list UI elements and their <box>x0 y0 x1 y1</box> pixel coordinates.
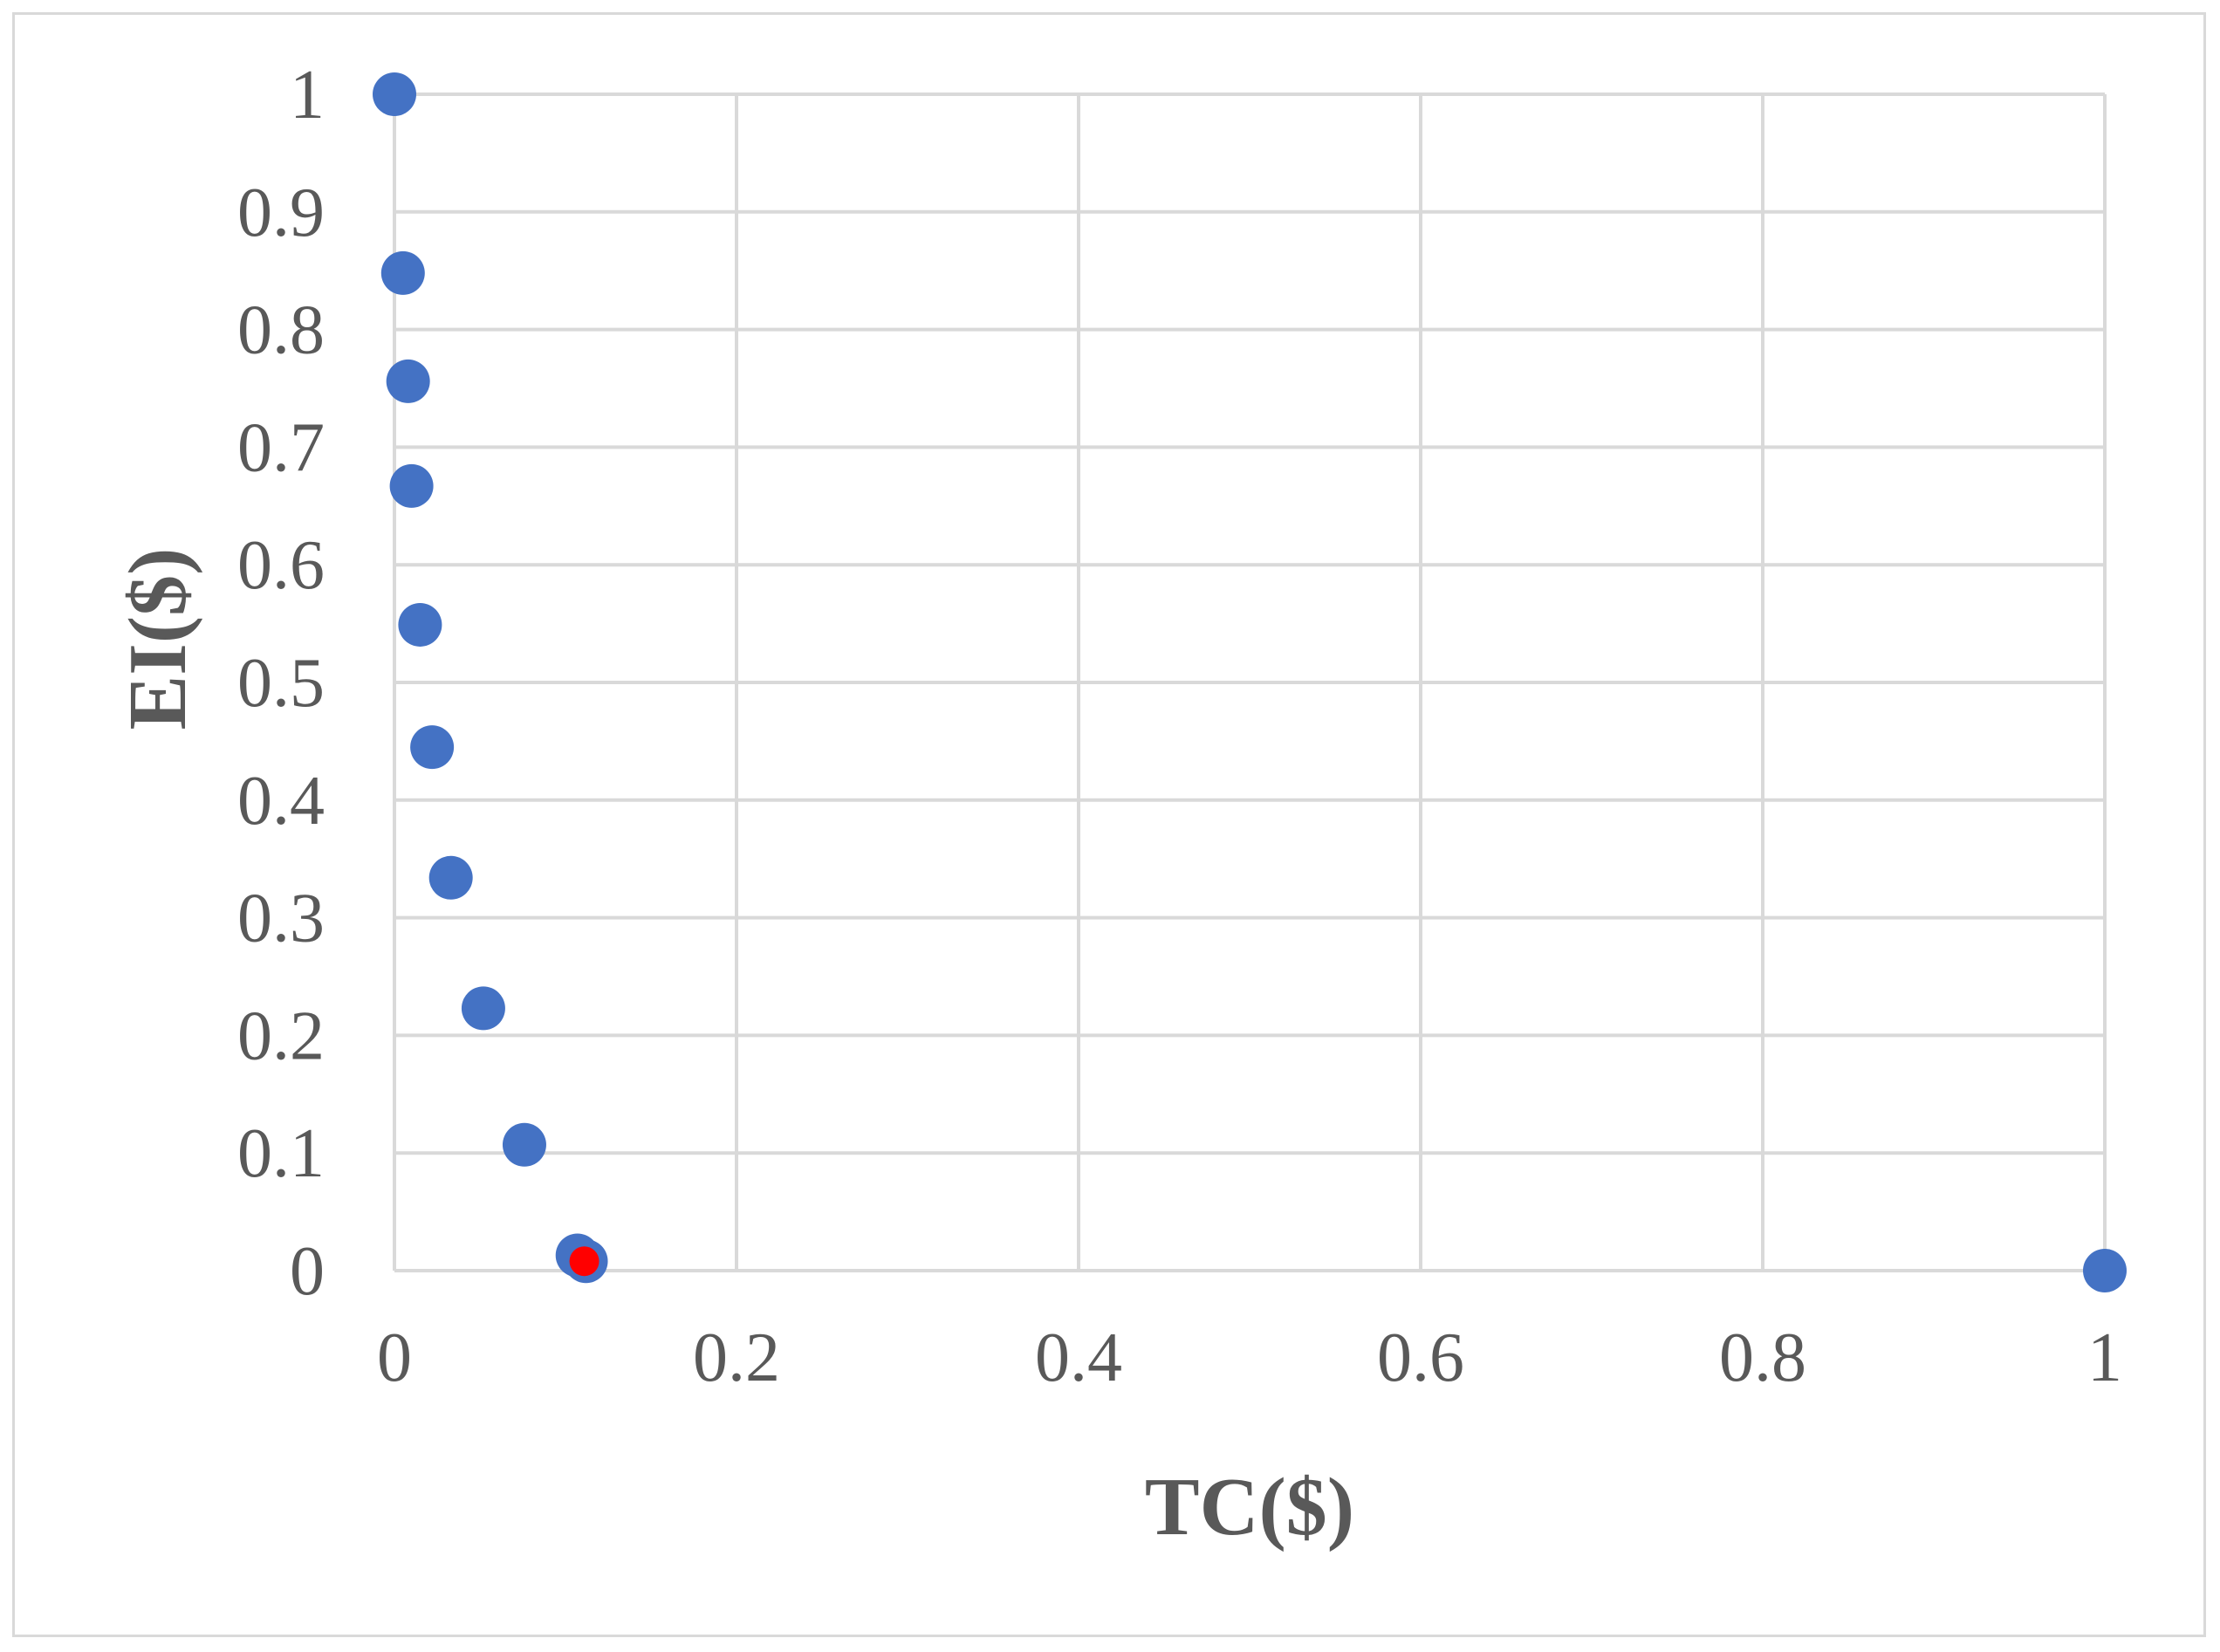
x-axis-ticks: 0 0.2 0.4 0.6 0.8 1 <box>377 1320 2122 1396</box>
y-tick-label: 1 <box>290 57 325 134</box>
x-axis-title: TC($) <box>1145 1462 1354 1553</box>
y-tick-label: 0.3 <box>237 881 325 957</box>
x-tick-label: 0.4 <box>1035 1320 1122 1396</box>
y-tick-label: 0.9 <box>237 175 325 251</box>
highlighted-data-point <box>569 1246 600 1277</box>
x-tick-label: 1 <box>2087 1320 2122 1396</box>
y-tick-label: 0.7 <box>237 409 325 486</box>
x-tick-label: 0 <box>377 1320 412 1396</box>
data-point <box>398 602 442 647</box>
data-points <box>373 72 2127 1292</box>
data-point <box>373 72 416 116</box>
y-tick-label: 0.2 <box>237 997 325 1074</box>
data-point <box>502 1122 546 1167</box>
data-point <box>461 986 505 1031</box>
y-tick-label: 0.5 <box>237 645 325 722</box>
data-point <box>428 855 473 900</box>
y-axis-title: EI($) <box>113 548 203 730</box>
y-axis-ticks: 0 0.1 0.2 0.3 0.4 0.5 0.6 0.7 0.8 0.9 1 <box>237 57 325 1310</box>
y-tick-label: 0.4 <box>237 763 325 840</box>
x-tick-label: 0.8 <box>1719 1320 1806 1396</box>
gridlines <box>393 93 2107 1272</box>
y-tick-label: 0 <box>290 1233 325 1310</box>
data-point <box>386 359 430 403</box>
y-tick-label: 0.1 <box>237 1115 325 1192</box>
data-point <box>389 463 434 508</box>
x-tick-label: 0.6 <box>1377 1320 1464 1396</box>
y-tick-label: 0.6 <box>237 527 325 604</box>
y-tick-label: 0.8 <box>237 292 325 369</box>
data-point <box>2083 1249 2127 1292</box>
chart-area <box>12 12 2206 1637</box>
data-point <box>380 250 425 295</box>
data-point <box>410 725 455 770</box>
x-tick-label: 0.2 <box>693 1320 780 1396</box>
